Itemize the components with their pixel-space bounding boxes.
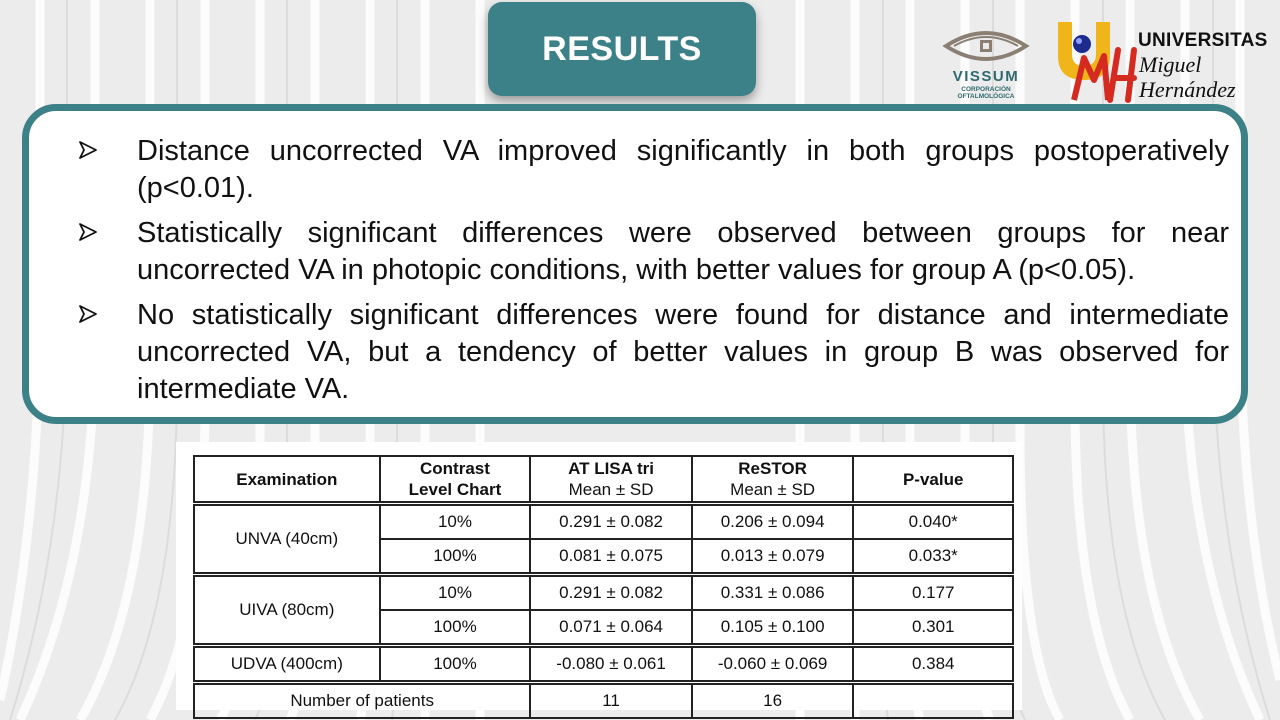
cell-lisa: -0.080 ± 0.061	[529, 643, 693, 684]
cell-restor: 0.206 ± 0.094	[690, 501, 855, 540]
cell-pvalue: 0.301	[852, 609, 1014, 647]
cell-pvalue: 0.040*	[852, 501, 1014, 540]
vissum-eye-logo-icon	[942, 31, 1030, 61]
bullet-text: Distance uncorrected VA improved signifi…	[137, 135, 1229, 204]
vissum-name: VISSUM	[952, 68, 1020, 85]
arrow-bullet-icon	[79, 141, 97, 159]
cell-restor: -0.060 ± 0.069	[690, 643, 855, 684]
cell-restor: 0.105 ± 0.100	[690, 609, 855, 647]
cell-patients-lisa: 11	[529, 680, 693, 719]
results-bullet-list: Distance uncorrected VA improved signifi…	[73, 133, 1229, 416]
cell-contrast: 100%	[378, 643, 532, 684]
cell-lisa: 0.291 ± 0.082	[529, 501, 693, 540]
cell-contrast: 10%	[378, 572, 532, 611]
cell-patients-pvalue	[852, 680, 1014, 719]
header-restor: ReSTOR Mean ± SD	[690, 455, 855, 505]
header-contrast-line1: Contrast	[420, 459, 490, 478]
header-pvalue: P-value	[852, 455, 1014, 505]
title-banner: RESULTS	[488, 2, 756, 96]
table-row: 100% 0.071 ± 0.064 0.105 ± 0.100 0.301	[194, 609, 1014, 647]
header-lisa: AT LISA tri Mean ± SD	[529, 455, 693, 505]
results-panel: Distance uncorrected VA improved signifi…	[22, 104, 1248, 424]
results-table: Examination Contrast Level Chart AT LISA…	[192, 455, 1014, 719]
cell-pvalue: 0.033*	[852, 538, 1014, 576]
table-header-row: Examination Contrast Level Chart AT LISA…	[193, 455, 1014, 505]
umh-name-line2: Miguel	[1139, 52, 1202, 77]
cell-pvalue: 0.177	[852, 572, 1014, 611]
bullet-item: Statistically significant differences we…	[73, 215, 1229, 289]
umh-name-line1: UNIVERSITAS	[1138, 30, 1268, 51]
vissum-subtitle-line1: CORPORACIÓN	[961, 86, 1011, 93]
cell-lisa: 0.071 ± 0.064	[529, 609, 693, 647]
header-contrast-line2: Level Chart	[408, 480, 502, 499]
results-table-container: Examination Contrast Level Chart AT LISA…	[176, 442, 1022, 719]
bullet-text: No statistically significant differences…	[137, 299, 1229, 405]
header-restor-line1: ReSTOR	[738, 459, 807, 478]
bullet-text: Statistically significant differences we…	[137, 217, 1229, 286]
vissum-subtitle-line2: OFTALMOLÓGICA	[957, 93, 1015, 100]
bullet-item: Distance uncorrected VA improved signifi…	[73, 133, 1229, 207]
cell-exam: UNVA (40cm)	[193, 501, 381, 576]
slide-title: RESULTS	[542, 29, 702, 68]
umh-logo-icon	[1058, 22, 1137, 103]
cell-restor: 0.013 ± 0.079	[690, 538, 855, 576]
cell-contrast: 10%	[378, 501, 532, 540]
vissum-subtitle: CORPORACIÓN OFTALMOLÓGICA	[940, 86, 1032, 100]
header-contrast: Contrast Level Chart	[378, 455, 532, 505]
header-lisa-line1: AT LISA tri	[568, 459, 655, 478]
cell-lisa: 0.291 ± 0.082	[529, 572, 693, 611]
cell-pvalue: 0.384	[852, 643, 1014, 684]
cell-patients-restor: 16	[690, 680, 855, 719]
header-restor-line2: Mean ± SD	[730, 480, 816, 499]
cell-contrast: 100%	[378, 538, 532, 576]
cell-restor: 0.331 ± 0.086	[690, 572, 855, 611]
table-row: 100% 0.081 ± 0.075 0.013 ± 0.079 0.033*	[194, 538, 1014, 576]
table-row: UIVA (80cm) 10% 0.291 ± 0.082 0.331 ± 0.…	[193, 572, 1014, 647]
arrow-bullet-icon	[79, 223, 97, 241]
header-lisa-line2: Mean ± SD	[568, 480, 654, 499]
table-row: UNVA (40cm) 10% 0.291 ± 0.082 0.206 ± 0.…	[193, 501, 1014, 576]
table-row: UDVA (400cm) 100% -0.080 ± 0.061 -0.060 …	[193, 643, 1014, 684]
cell-patients-label: Number of patients	[192, 680, 532, 719]
cell-contrast: 100%	[378, 609, 532, 647]
arrow-bullet-icon	[79, 305, 97, 323]
cell-lisa: 0.081 ± 0.075	[529, 538, 693, 576]
umh-name-line3: Hernández	[1139, 77, 1236, 102]
table-footer-row: Number of patients 11 16	[192, 680, 1014, 719]
bullet-item: No statistically significant differences…	[73, 297, 1229, 408]
cell-exam: UDVA (400cm)	[193, 643, 381, 684]
header-examination: Examination	[193, 455, 381, 505]
cell-exam: UIVA (80cm)	[193, 572, 381, 647]
